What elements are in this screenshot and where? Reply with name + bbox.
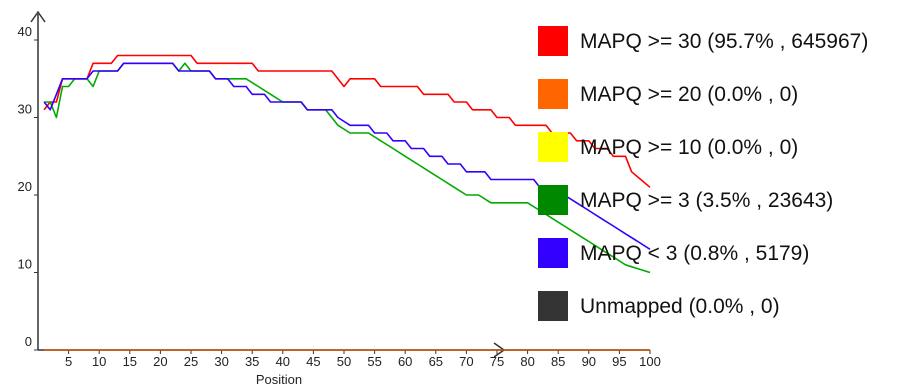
x-ticks: 5 10 15 20 25 30 35 40 45 50 55 60 65 70 75 80 85 90 95 100 (65, 350, 661, 369)
legend-swatch-1 (538, 79, 568, 109)
x-tick-label-100: 100 (639, 354, 661, 369)
x-tick-label-55: 55 (367, 354, 381, 369)
x-tick-label-20: 20 (153, 354, 167, 369)
x-tick-label-10: 10 (92, 354, 106, 369)
x-tick-label-25: 25 (184, 354, 198, 369)
x-tick-label-75: 75 (490, 354, 504, 369)
x-tick-label-80: 80 (520, 354, 534, 369)
x-tick-label-40: 40 (276, 354, 290, 369)
x-tick-label-45: 45 (306, 354, 320, 369)
legend-label-5: Unmapped (0.0% , 0) (580, 295, 780, 318)
legend-label-0: MAPQ >= 30 (95.7% , 645967) (580, 30, 868, 53)
x-tick-label-60: 60 (398, 354, 412, 369)
y-tick-label-0: 0 (25, 334, 32, 349)
x-tick-label-65: 65 (429, 354, 443, 369)
legend: MAPQ >= 30 (95.7% , 645967) MAPQ >= 20 (0… (538, 26, 868, 321)
x-tick-label-95: 95 (612, 354, 626, 369)
y-tick-label-10: 10 (18, 257, 32, 272)
legend-swatch-4 (538, 238, 568, 268)
y-tick-label-30: 30 (18, 102, 32, 117)
y-axis-arrow (30, 10, 46, 23)
x-tick-label-70: 70 (459, 354, 473, 369)
x-tick-label-85: 85 (551, 354, 565, 369)
x-tick-label-35: 35 (245, 354, 259, 369)
series-line-0 (43, 54, 651, 188)
x-axis-title: Position (256, 372, 302, 387)
x-tick-label-15: 15 (123, 354, 137, 369)
y-tick-label-40: 40 (18, 24, 32, 39)
legend-swatch-3 (538, 185, 568, 215)
legend-swatch-2 (538, 132, 568, 162)
legend-label-4: MAPQ < 3 (0.8% , 5179) (580, 242, 809, 265)
y-tick-label-20: 20 (18, 179, 32, 194)
x-tick-label-5: 5 (65, 354, 72, 369)
x-tick-label-50: 50 (337, 354, 351, 369)
legend-label-1: MAPQ >= 20 (0.0% , 0) (580, 83, 798, 106)
x-tick-label-30: 30 (214, 354, 228, 369)
legend-label-2: MAPQ >= 10 (0.0% , 0) (580, 136, 798, 159)
legend-swatch-5 (538, 291, 568, 321)
legend-swatch-0 (538, 26, 568, 56)
y-ticks: 0 10 20 30 40 (18, 24, 38, 351)
x-tick-label-90: 90 (582, 354, 596, 369)
legend-label-3: MAPQ >= 3 (3.5% , 23643) (580, 189, 833, 212)
